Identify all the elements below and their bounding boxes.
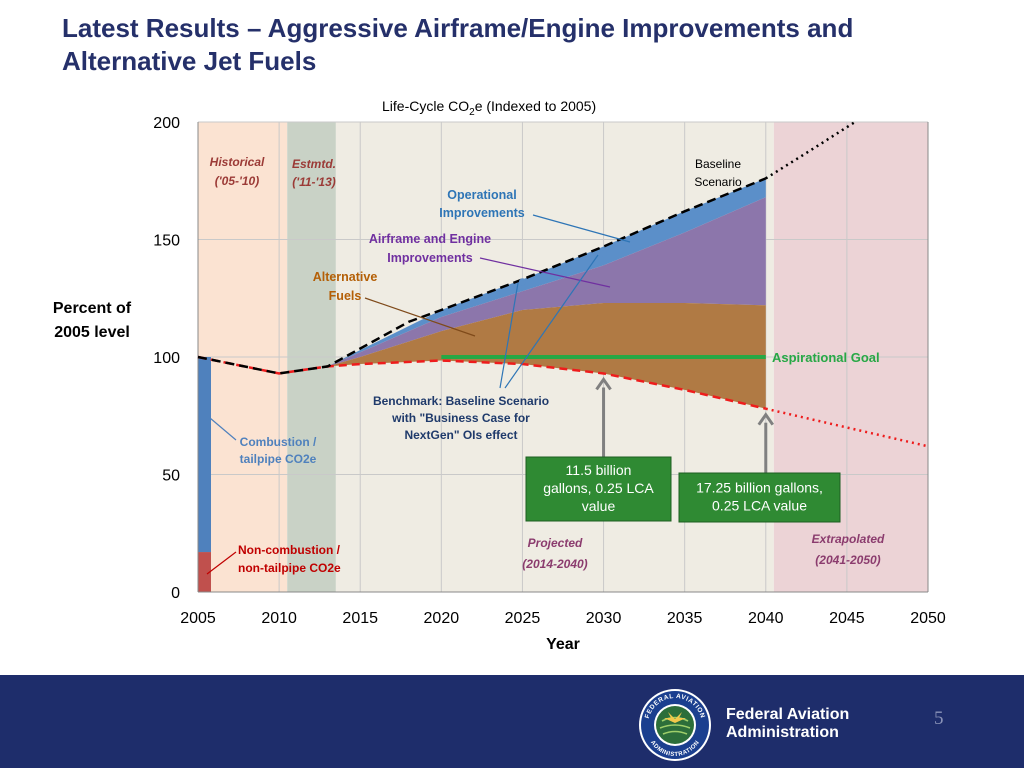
benchmark-extrapolated-line — [765, 407, 929, 448]
callout-arrowhead-1 — [595, 376, 612, 391]
x-tick-label-2015: 2015 — [342, 610, 378, 627]
slide-title-line-1: Latest Results – Aggressive Airframe/Eng… — [62, 13, 854, 43]
period-label-historical-line-2: ('05-'10) — [215, 174, 259, 188]
callout-1-line-3: value — [582, 498, 616, 514]
footer-org-line-2: Administration — [726, 724, 839, 741]
benchmark-leader-line-1 — [499, 282, 519, 389]
x-tick-label-2050: 2050 — [910, 610, 946, 627]
y-axis-label-line-1: Percent of — [53, 300, 132, 317]
x-tick-label-2040: 2040 — [748, 610, 784, 627]
period-label-projected-line-1: Projected — [528, 536, 583, 550]
callout-arrowhead-2 — [757, 412, 775, 426]
benchmark-label-line-3: NextGen" OIs effect — [404, 428, 517, 442]
marker-2025 — [518, 278, 526, 286]
marker-2030 — [600, 250, 608, 258]
period-label-estimated-line-2: ('11-'13) — [292, 175, 336, 189]
footer-org-line-1: Federal Aviation — [726, 706, 850, 723]
baseline-scenario-line — [197, 177, 767, 375]
y-tick-label-0: 0 — [171, 585, 180, 602]
area-airframe-and-engine-improvements — [327, 197, 766, 367]
callout-2-line-1: 17.25 billion gallons, — [696, 480, 823, 496]
period-label-projected-line-2: (2014-2040) — [522, 557, 587, 571]
combustion-leader-line — [209, 417, 237, 441]
y-tick-label-100: 100 — [153, 350, 180, 367]
x-tick-label-2035: 2035 — [667, 610, 703, 627]
aspirational-goal-label: Aspirational Goal — [772, 350, 880, 365]
x-axis-label: Year — [546, 636, 580, 653]
callout-box-2 — [678, 472, 841, 523]
y-tick-label-50: 50 — [162, 468, 180, 485]
benchmark-label-line-2: with "Business Case for — [391, 411, 530, 425]
x-tick-label-2025: 2025 — [505, 610, 541, 627]
co2-chart: 0 50 100 150 200 2005 2010 2015 2020 2025 2030 2035… — [53, 98, 946, 653]
baseline-extrapolated-line — [765, 120, 856, 180]
period-label-historical-line-1: Historical — [210, 155, 265, 169]
period-label-estimated-line-1: Estmtd. — [292, 157, 336, 171]
baseline-label-line-2: Scenario — [694, 175, 742, 189]
airframe-leader-line — [479, 257, 611, 288]
alt-fuels-label-line-2: Fuels — [329, 289, 362, 303]
period-label-extrapolated-line-2: (2041-2050) — [815, 553, 880, 567]
period-label-extrapolated-line-1: Extrapolated — [812, 532, 885, 546]
operational-leader-line — [532, 214, 631, 243]
callout-2-line-2: 0.25 LCA value — [712, 498, 807, 514]
alt-fuels-label-line-1: Alternative — [313, 270, 378, 284]
operational-label-line-2: Improvements — [439, 206, 524, 220]
x-tick-label-2030: 2030 — [586, 610, 622, 627]
y-tick-label-150: 150 — [153, 233, 180, 250]
non-combustion-leader-line — [206, 551, 237, 575]
y-axis-label-line-2: 2005 level — [54, 324, 130, 341]
baseline-label-line-1: Baseline — [695, 157, 741, 171]
bar-2005-non-combustion-non-tailpipe-co2e — [198, 552, 211, 592]
slide-title-line-2: Alternative Jet Fuels — [62, 46, 317, 76]
faa-seal-icon: FEDERAL AVIATION ADMINISTRATION — [639, 689, 711, 761]
y-tick-label-200: 200 — [153, 115, 180, 132]
x-tick-label-2010: 2010 — [261, 610, 297, 627]
airframe-label-line-1: Airframe and Engine — [369, 232, 491, 246]
callout-box-1 — [525, 456, 672, 522]
x-tick-label-2045: 2045 — [829, 610, 865, 627]
operational-label-line-1: Operational — [447, 188, 516, 202]
page-number: 5 — [934, 708, 944, 729]
x-tick-label-2020: 2020 — [424, 610, 460, 627]
combustion-label-line-1: Combustion / — [240, 435, 317, 449]
chart-title: Life-Cycle CO2e (Indexed to 2005) — [382, 98, 596, 118]
non-combustion-label-line-2: non-tailpipe CO2e — [238, 561, 341, 575]
non-combustion-label-line-1: Non-combustion / — [238, 543, 341, 557]
footer-bar — [0, 675, 1024, 768]
footer-org-name: Federal Aviation Administration — [726, 706, 849, 742]
benchmark-label-line-1: Benchmark: Baseline Scenario — [373, 394, 549, 408]
slide-title: Latest Results – Aggressive Airframe/Eng… — [62, 12, 962, 78]
x-tick-label-2005: 2005 — [180, 610, 216, 627]
bar-2005-combustion-tailpipe-co2e — [198, 357, 211, 553]
callout-1-line-2: gallons, 0.25 LCA — [543, 480, 654, 496]
benchmark-leader-line-2 — [504, 254, 599, 389]
combustion-label-line-2: tailpipe CO2e — [240, 452, 317, 466]
callout-1-line-1: 11.5 billion — [566, 462, 632, 478]
alt-fuels-leader-line — [364, 297, 476, 337]
airframe-label-line-2: Improvements — [387, 251, 472, 265]
